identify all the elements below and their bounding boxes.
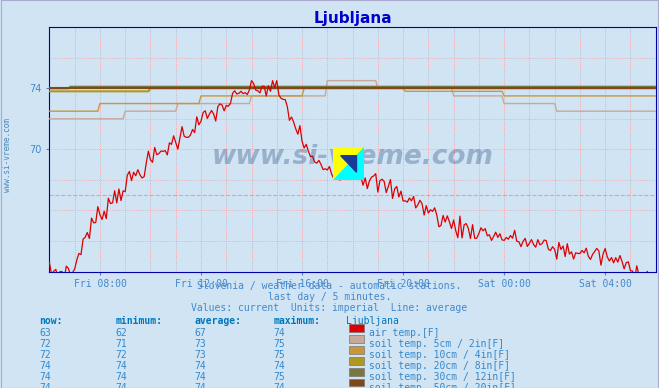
Text: 72: 72 (115, 350, 127, 360)
Text: 74: 74 (194, 383, 206, 388)
Text: www.si-vreme.com: www.si-vreme.com (212, 144, 494, 170)
Text: soil temp. 30cm / 12in[F]: soil temp. 30cm / 12in[F] (369, 372, 516, 382)
Text: 63: 63 (40, 328, 51, 338)
Text: soil temp. 10cm / 4in[F]: soil temp. 10cm / 4in[F] (369, 350, 510, 360)
Text: air temp.[F]: air temp.[F] (369, 328, 440, 338)
Polygon shape (333, 147, 364, 180)
Text: 72: 72 (40, 350, 51, 360)
Text: 74: 74 (115, 383, 127, 388)
Text: 74: 74 (115, 361, 127, 371)
Text: 75: 75 (273, 372, 285, 382)
Text: 71: 71 (115, 339, 127, 349)
Text: 72: 72 (40, 339, 51, 349)
Text: 74: 74 (40, 383, 51, 388)
Text: 75: 75 (273, 339, 285, 349)
Text: now:: now: (40, 316, 63, 326)
Text: 74: 74 (40, 361, 51, 371)
Text: Values: current  Units: imperial  Line: average: Values: current Units: imperial Line: av… (191, 303, 468, 313)
Text: 75: 75 (273, 350, 285, 360)
Text: Ljubljana: Ljubljana (346, 316, 399, 326)
Text: 74: 74 (273, 328, 285, 338)
Text: soil temp. 50cm / 20in[F]: soil temp. 50cm / 20in[F] (369, 383, 516, 388)
Text: 73: 73 (194, 339, 206, 349)
Text: 74: 74 (194, 372, 206, 382)
Text: soil temp. 20cm / 8in[F]: soil temp. 20cm / 8in[F] (369, 361, 510, 371)
Text: last day / 5 minutes.: last day / 5 minutes. (268, 292, 391, 302)
Text: 74: 74 (273, 361, 285, 371)
Text: Slovenia / weather data - automatic stations.: Slovenia / weather data - automatic stat… (197, 281, 462, 291)
Text: minimum:: minimum: (115, 316, 162, 326)
Text: 73: 73 (194, 350, 206, 360)
Title: Ljubljana: Ljubljana (313, 11, 392, 26)
Polygon shape (341, 156, 357, 172)
Text: 74: 74 (115, 372, 127, 382)
Text: 67: 67 (194, 328, 206, 338)
Text: average:: average: (194, 316, 241, 326)
Text: soil temp. 5cm / 2in[F]: soil temp. 5cm / 2in[F] (369, 339, 504, 349)
Text: 74: 74 (273, 383, 285, 388)
Text: 74: 74 (40, 372, 51, 382)
Text: maximum:: maximum: (273, 316, 320, 326)
Text: 62: 62 (115, 328, 127, 338)
Text: 74: 74 (194, 361, 206, 371)
Text: www.si-vreme.com: www.si-vreme.com (3, 118, 13, 192)
Polygon shape (333, 147, 364, 180)
